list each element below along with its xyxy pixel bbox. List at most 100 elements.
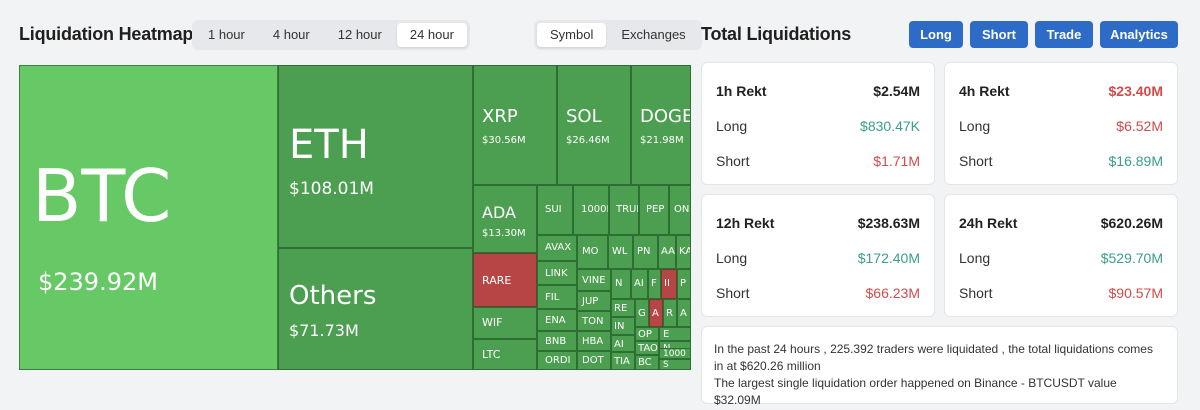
card-12h-rekt: 12h Rekt $238.63M Long $172.40M Short $66.2… [701, 194, 935, 317]
heatmap-tile-eth[interactable]: ETH $108.01M [278, 65, 473, 248]
heatmap-tile-tao[interactable]: TAO [635, 341, 659, 355]
heatmap-tile-n[interactable]: N [611, 269, 631, 299]
heatmap-tile-a[interactable]: A [649, 299, 663, 327]
heatmap-tile-pn[interactable]: PN [633, 235, 658, 269]
tile-symbol: A [680, 308, 687, 319]
heatmap-tile-xrp[interactable]: XRP $30.56M [473, 65, 557, 185]
heatmap-tile-wl[interactable]: WL [608, 235, 633, 269]
heatmap-tile-on[interactable]: ON [669, 185, 691, 235]
card-1h-rekt: 1h Rekt $2.54M Long $830.47K Short $1.71M [701, 62, 935, 185]
heatmap-tile-mo[interactable]: MO [577, 235, 608, 269]
tile-symbol: 1000 [663, 349, 686, 359]
heatmap-tile-p[interactable]: P [677, 269, 691, 299]
view-tabs: Symbol Exchanges [534, 20, 702, 50]
heatmap-tile-re[interactable]: RE [611, 299, 635, 317]
trade-button[interactable]: Trade [1035, 21, 1093, 48]
long-button[interactable]: Long [909, 21, 963, 48]
long-value: $830.47K [860, 118, 920, 134]
heatmap-tile-sol[interactable]: SOL $26.46M [557, 65, 631, 185]
tab-4-hour[interactable]: 4 hour [272, 27, 310, 42]
summary-line-largest-order: The largest single liquidation order hap… [714, 376, 1117, 407]
tile-symbol: XRP [482, 106, 518, 127]
heatmap-tile-in[interactable]: IN [611, 317, 635, 335]
heatmap-tile-r[interactable]: R [663, 299, 677, 327]
heatmap-tile-pep[interactable]: PEP [639, 185, 669, 235]
tile-symbol: VINE [582, 275, 606, 286]
short-label: Short [959, 153, 993, 169]
heatmap-tile-g[interactable]: G [635, 299, 649, 327]
time-range-tabs: 1 hour 4 hour 12 hour 24 hour [192, 20, 470, 50]
heatmap-tile-dot[interactable]: DOT [577, 351, 611, 370]
tab-24-hour[interactable]: 24 hour [396, 23, 467, 47]
heatmap-tile-rare[interactable]: RARE [473, 253, 537, 307]
short-button[interactable]: Short [970, 21, 1028, 48]
tile-symbol: II [664, 278, 670, 289]
heatmap-tile-hba[interactable]: HBA [577, 331, 611, 351]
tab-symbol[interactable]: Symbol [537, 23, 607, 47]
tile-symbol: BNB [545, 336, 567, 347]
heatmap-tile-aa[interactable]: AA [658, 235, 676, 269]
heatmap-tile-ai[interactable]: AI [631, 269, 648, 299]
liquidation-summary: In the past 24 hours , 225.392 traders w… [701, 326, 1178, 407]
heatmap-tile-bnb[interactable]: BNB [537, 331, 577, 351]
tile-value: $26.46M [566, 135, 610, 146]
long-label: Long [959, 118, 991, 134]
heatmap-tile-ada[interactable]: ADA $13.30M [473, 185, 537, 253]
tab-1-hour[interactable]: 1 hour [208, 27, 245, 42]
heatmap-tile-link[interactable]: LINK [537, 261, 577, 285]
long-value: $529.70M [1100, 250, 1163, 266]
heatmap-tile-1000[interactable]: 1000 [659, 348, 691, 359]
heatmap-tile-f[interactable]: F [648, 269, 661, 299]
heatmap-tile-ii[interactable]: II [661, 269, 677, 299]
heatmap-tile-trui[interactable]: TRUI [609, 185, 639, 235]
tile-value: $108.01M [289, 179, 374, 199]
heatmap-tile-ai[interactable]: AI [611, 335, 635, 352]
long-label: Long [716, 250, 748, 266]
tile-value: $30.56M [482, 135, 526, 146]
heatmap-tile-tia[interactable]: TIA [611, 352, 635, 370]
card-total: $620.26M [1100, 215, 1163, 231]
summary-line-traders: In the past 24 hours , 225.392 traders w… [714, 342, 1153, 373]
tab-exchanges[interactable]: Exchanges [621, 27, 686, 42]
heatmap-tile-vine[interactable]: VINE [577, 269, 611, 291]
heatmap-tile-e[interactable]: E [659, 327, 691, 341]
heatmap-tile-avax[interactable]: AVAX [537, 235, 577, 261]
short-value: $66.23M [865, 285, 920, 301]
tile-value: $21.98M [640, 135, 684, 146]
long-value: $6.52M [1116, 118, 1163, 134]
heatmap-tile-sui[interactable]: SUI [537, 185, 573, 235]
heatmap-tile-fil[interactable]: FIL [537, 285, 577, 309]
tile-symbol: DOT [582, 355, 604, 366]
heatmap-tile-btc[interactable]: BTC $239.92M [19, 65, 278, 370]
short-label: Short [716, 285, 750, 301]
heatmap-tile-bc[interactable]: BC [635, 355, 659, 370]
heatmap-tile-ordi[interactable]: ORDI [537, 351, 577, 370]
tile-symbol: ETH [289, 122, 369, 168]
tile-symbol: WIF [482, 316, 503, 329]
card-total: $23.40M [1108, 83, 1163, 99]
liquidation-treemap: BTC $239.92M ETH $108.01M Others $71.73M XRP $3… [19, 65, 691, 370]
tile-symbol: Others [289, 281, 377, 311]
heatmap-tile-op[interactable]: OP [635, 327, 659, 341]
tab-12-hour[interactable]: 12 hour [337, 27, 382, 42]
tile-symbol: IN [614, 321, 625, 332]
heatmap-tile-ton[interactable]: TON [577, 311, 611, 331]
tile-symbol: F [651, 278, 657, 289]
heatmap-tile-ena[interactable]: ENA [537, 309, 577, 331]
heatmap-tile-1000p[interactable]: 1000P [573, 185, 609, 235]
analytics-button[interactable]: Analytics [1100, 21, 1178, 48]
heatmap-tile-ltc[interactable]: LTC [473, 339, 537, 370]
heatmap-tile-jup[interactable]: JUP [577, 291, 611, 311]
short-value: $16.89M [1108, 153, 1163, 169]
tile-symbol: TIA [614, 356, 630, 367]
tile-symbol: N [615, 278, 623, 289]
heatmap-tile-a[interactable]: A [677, 299, 691, 327]
heatmap-tile-s[interactable]: S [659, 359, 691, 370]
tile-value: $71.73M [289, 321, 359, 340]
card-title: 1h Rekt [716, 83, 767, 99]
heatmap-tile-doge[interactable]: DOGE $21.98M [631, 65, 691, 185]
heatmap-tile-ka[interactable]: KA [676, 235, 691, 269]
heatmap-tile-wif[interactable]: WIF [473, 307, 537, 339]
tile-symbol: TRUI [616, 204, 639, 215]
heatmap-tile-others[interactable]: Others $71.73M [278, 248, 473, 370]
